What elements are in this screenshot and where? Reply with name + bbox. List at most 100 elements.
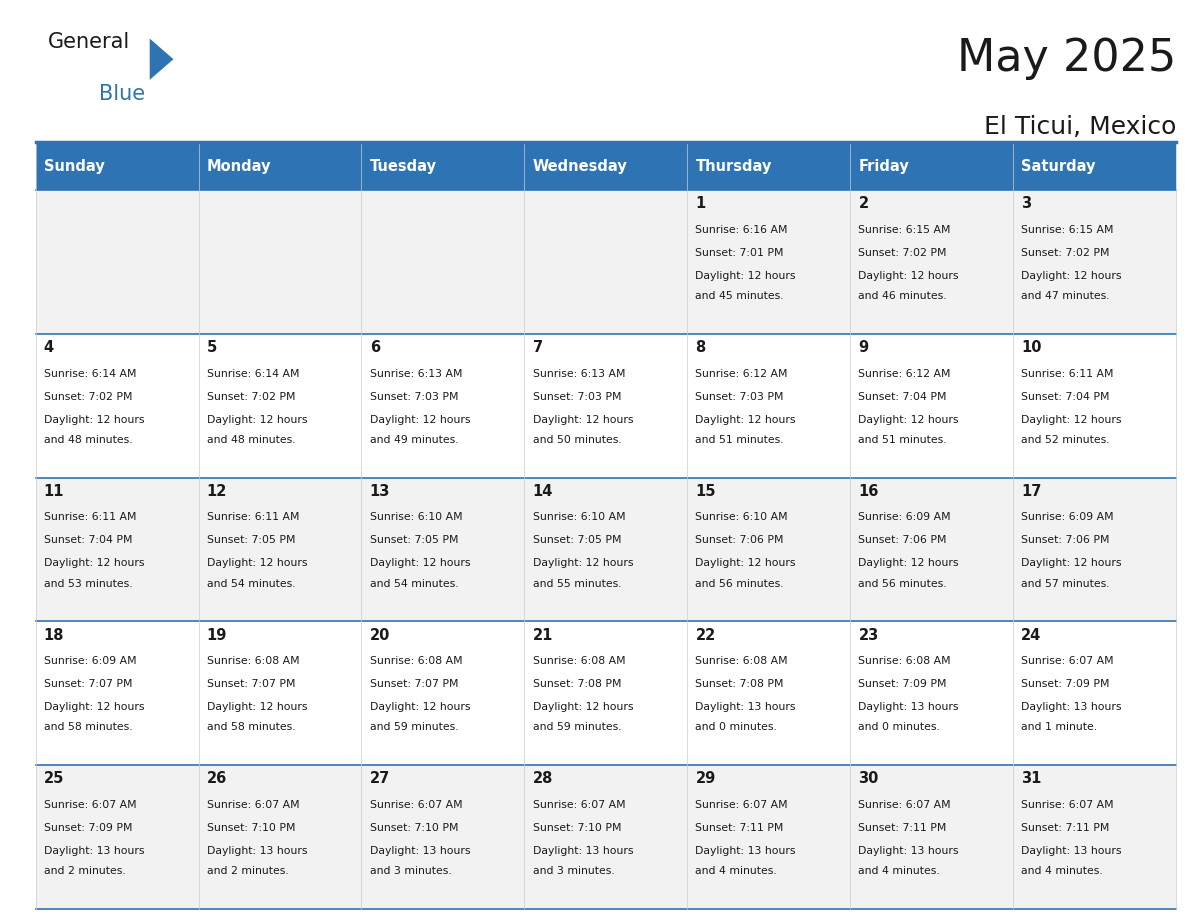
Text: 14: 14	[532, 484, 552, 499]
Text: 23: 23	[859, 628, 879, 643]
Text: 10: 10	[1022, 341, 1042, 355]
Text: and 3 minutes.: and 3 minutes.	[532, 866, 614, 876]
Text: Sunset: 7:02 PM: Sunset: 7:02 PM	[44, 392, 132, 401]
Bar	[198, 190, 361, 334]
Text: Daylight: 12 hours: Daylight: 12 hours	[695, 415, 796, 424]
Text: 30: 30	[859, 771, 879, 787]
Text: Friday: Friday	[859, 159, 909, 174]
Text: 7: 7	[532, 341, 543, 355]
Text: 22: 22	[695, 628, 715, 643]
Text: Daylight: 12 hours: Daylight: 12 hours	[207, 415, 308, 424]
Text: Daylight: 12 hours: Daylight: 12 hours	[695, 558, 796, 568]
Text: and 56 minutes.: and 56 minutes.	[695, 578, 784, 588]
Text: Blue: Blue	[99, 84, 145, 105]
Text: Sunset: 7:05 PM: Sunset: 7:05 PM	[532, 535, 621, 545]
Text: Daylight: 12 hours: Daylight: 12 hours	[44, 558, 144, 568]
Bar	[524, 621, 688, 765]
Bar	[198, 142, 361, 190]
Bar	[36, 190, 198, 334]
Text: Sunset: 7:04 PM: Sunset: 7:04 PM	[44, 535, 132, 545]
Text: Sunset: 7:05 PM: Sunset: 7:05 PM	[207, 535, 295, 545]
Text: 29: 29	[695, 771, 715, 787]
Bar	[1013, 477, 1176, 621]
Bar	[198, 477, 361, 621]
Text: Daylight: 12 hours: Daylight: 12 hours	[369, 702, 470, 712]
Bar	[688, 621, 851, 765]
Text: Sunrise: 6:07 AM: Sunrise: 6:07 AM	[44, 800, 137, 810]
Text: and 2 minutes.: and 2 minutes.	[44, 866, 126, 876]
Bar	[361, 190, 524, 334]
Text: Daylight: 12 hours: Daylight: 12 hours	[532, 415, 633, 424]
Text: Daylight: 12 hours: Daylight: 12 hours	[695, 271, 796, 281]
Text: and 51 minutes.: and 51 minutes.	[859, 435, 947, 444]
Text: Daylight: 13 hours: Daylight: 13 hours	[695, 702, 796, 712]
Text: 15: 15	[695, 484, 716, 499]
Text: Tuesday: Tuesday	[369, 159, 437, 174]
Text: Daylight: 12 hours: Daylight: 12 hours	[44, 415, 144, 424]
Text: Daylight: 13 hours: Daylight: 13 hours	[1022, 702, 1121, 712]
Text: Thursday: Thursday	[695, 159, 772, 174]
Bar	[1013, 190, 1176, 334]
Text: Sunrise: 6:08 AM: Sunrise: 6:08 AM	[207, 656, 299, 666]
Text: and 4 minutes.: and 4 minutes.	[695, 866, 777, 876]
Text: Sunrise: 6:11 AM: Sunrise: 6:11 AM	[1022, 369, 1114, 378]
Text: and 48 minutes.: and 48 minutes.	[44, 435, 132, 444]
Text: Daylight: 12 hours: Daylight: 12 hours	[369, 415, 470, 424]
Text: 1: 1	[695, 196, 706, 211]
Bar	[1013, 765, 1176, 909]
Text: and 4 minutes.: and 4 minutes.	[859, 866, 940, 876]
Text: Daylight: 13 hours: Daylight: 13 hours	[859, 702, 959, 712]
Text: Sunrise: 6:10 AM: Sunrise: 6:10 AM	[532, 512, 625, 522]
Bar	[36, 142, 198, 190]
Bar	[36, 621, 198, 765]
Text: Sunset: 7:10 PM: Sunset: 7:10 PM	[369, 823, 459, 833]
Text: May 2025: May 2025	[956, 37, 1176, 80]
Text: Monday: Monday	[207, 159, 271, 174]
Text: Sunset: 7:05 PM: Sunset: 7:05 PM	[369, 535, 459, 545]
Text: Sunrise: 6:07 AM: Sunrise: 6:07 AM	[207, 800, 299, 810]
Text: Sunrise: 6:15 AM: Sunrise: 6:15 AM	[859, 225, 950, 235]
Text: Daylight: 12 hours: Daylight: 12 hours	[859, 558, 959, 568]
Polygon shape	[150, 39, 173, 80]
Text: Daylight: 12 hours: Daylight: 12 hours	[532, 558, 633, 568]
Text: Wednesday: Wednesday	[532, 159, 627, 174]
Text: Sunrise: 6:09 AM: Sunrise: 6:09 AM	[1022, 512, 1114, 522]
Text: Sunrise: 6:12 AM: Sunrise: 6:12 AM	[859, 369, 950, 378]
Text: Sunset: 7:09 PM: Sunset: 7:09 PM	[44, 823, 132, 833]
Text: Sunset: 7:08 PM: Sunset: 7:08 PM	[532, 679, 621, 689]
Text: Daylight: 12 hours: Daylight: 12 hours	[859, 271, 959, 281]
Text: 24: 24	[1022, 628, 1042, 643]
Bar	[851, 334, 1013, 477]
Text: and 52 minutes.: and 52 minutes.	[1022, 435, 1110, 444]
Text: 2: 2	[859, 196, 868, 211]
Text: and 47 minutes.: and 47 minutes.	[1022, 291, 1110, 301]
Text: Sunset: 7:08 PM: Sunset: 7:08 PM	[695, 679, 784, 689]
Text: Sunset: 7:02 PM: Sunset: 7:02 PM	[859, 248, 947, 258]
Text: Sunrise: 6:07 AM: Sunrise: 6:07 AM	[369, 800, 462, 810]
Text: Sunset: 7:02 PM: Sunset: 7:02 PM	[207, 392, 295, 401]
Text: Sunset: 7:03 PM: Sunset: 7:03 PM	[532, 392, 621, 401]
Text: Daylight: 12 hours: Daylight: 12 hours	[1022, 271, 1121, 281]
Bar	[361, 334, 524, 477]
Text: Sunset: 7:07 PM: Sunset: 7:07 PM	[207, 679, 295, 689]
Text: Sunrise: 6:07 AM: Sunrise: 6:07 AM	[1022, 656, 1114, 666]
Text: 31: 31	[1022, 771, 1042, 787]
Text: and 49 minutes.: and 49 minutes.	[369, 435, 459, 444]
Text: Sunrise: 6:08 AM: Sunrise: 6:08 AM	[532, 656, 625, 666]
Text: 11: 11	[44, 484, 64, 499]
Text: and 53 minutes.: and 53 minutes.	[44, 578, 132, 588]
Text: Sunrise: 6:07 AM: Sunrise: 6:07 AM	[695, 800, 788, 810]
Text: and 56 minutes.: and 56 minutes.	[859, 578, 947, 588]
Text: and 3 minutes.: and 3 minutes.	[369, 866, 451, 876]
Text: General: General	[48, 32, 129, 52]
Text: Sunset: 7:10 PM: Sunset: 7:10 PM	[532, 823, 621, 833]
Text: Sunset: 7:04 PM: Sunset: 7:04 PM	[1022, 392, 1110, 401]
Text: 19: 19	[207, 628, 227, 643]
Text: Sunrise: 6:08 AM: Sunrise: 6:08 AM	[695, 656, 788, 666]
Text: Sunset: 7:11 PM: Sunset: 7:11 PM	[1022, 823, 1110, 833]
Text: Sunrise: 6:10 AM: Sunrise: 6:10 AM	[369, 512, 462, 522]
Text: Sunrise: 6:09 AM: Sunrise: 6:09 AM	[44, 656, 137, 666]
Bar	[524, 477, 688, 621]
Text: and 2 minutes.: and 2 minutes.	[207, 866, 289, 876]
Text: 17: 17	[1022, 484, 1042, 499]
